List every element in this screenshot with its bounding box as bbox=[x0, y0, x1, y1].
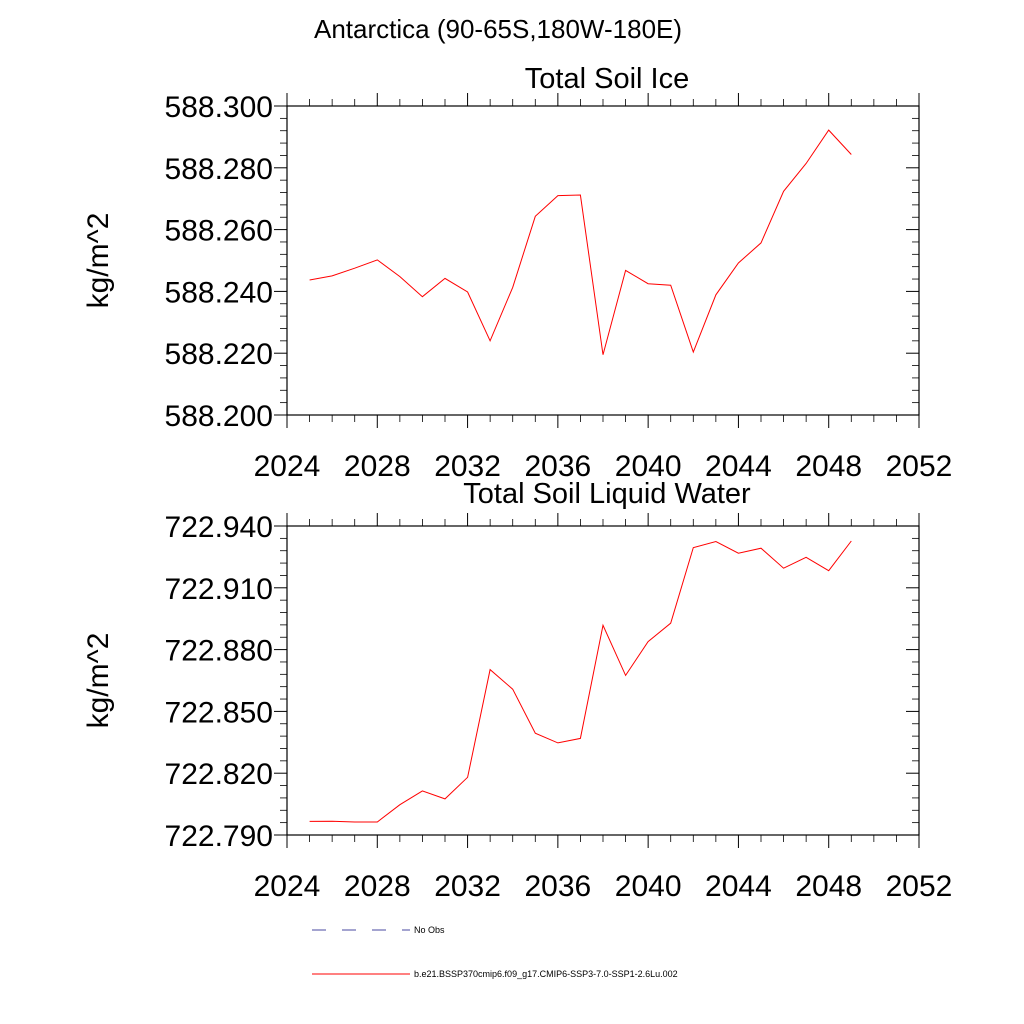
legend-label: b.e21.BSSP370cmip6.f09_g17.CMIP6-SSP3-7.… bbox=[414, 969, 678, 979]
chart-panel-soil-ice: Total Soil Ice kg/m^2 2024 2028 2032 2036 2040… bbox=[82, 63, 952, 483]
plot-frame bbox=[286, 525, 920, 836]
panel-title: Total Soil Liquid Water bbox=[463, 478, 751, 510]
x-tick-label: 2032 bbox=[434, 450, 501, 483]
y-tick-label: 722.910 bbox=[165, 573, 273, 606]
x-tick-label: 2044 bbox=[705, 870, 772, 903]
chart-panel-soil-liquid-water: Total Soil Liquid Water kg/m^2 2024 2028 203… bbox=[82, 478, 952, 903]
y-tick-label: 722.850 bbox=[165, 696, 273, 729]
legend: No Obs b.e21.BSSP370cmip6.f09_g17.CMIP6-S… bbox=[312, 925, 678, 979]
x-tick-label: 2032 bbox=[434, 870, 501, 903]
panel-title: Total Soil Ice bbox=[525, 63, 689, 95]
x-tick-label: 2036 bbox=[524, 450, 591, 483]
y-tick-label: 722.790 bbox=[165, 820, 273, 853]
series-line bbox=[309, 129, 852, 355]
x-tick-label: 2024 bbox=[254, 870, 321, 903]
x-tick-label: 2028 bbox=[344, 870, 411, 903]
y-tick-label: 588.300 bbox=[165, 91, 273, 124]
x-tick-label: 2052 bbox=[886, 870, 953, 903]
y-tick-label: 588.200 bbox=[165, 400, 273, 433]
y-axis-label: kg/m^2 bbox=[82, 633, 115, 729]
y-tick-label: 722.880 bbox=[165, 635, 273, 668]
x-tick-label: 2048 bbox=[795, 450, 862, 483]
y-tick-label: 588.240 bbox=[165, 276, 273, 309]
y-tick-label: 588.280 bbox=[165, 153, 273, 186]
y-tick-label: 722.940 bbox=[165, 511, 273, 544]
figure-title-text: Antarctica (90-65S,180W-180E) bbox=[314, 14, 683, 44]
legend-label: No Obs bbox=[414, 925, 445, 935]
x-tick-label: 2052 bbox=[886, 450, 953, 483]
plot-frame bbox=[286, 105, 920, 416]
y-axis-label: kg/m^2 bbox=[82, 213, 115, 309]
x-tick-label: 2040 bbox=[615, 870, 682, 903]
x-tick-label: 2044 bbox=[705, 450, 772, 483]
y-tick-label: 722.820 bbox=[165, 758, 273, 791]
x-tick-label: 2040 bbox=[615, 450, 682, 483]
y-tick-label: 588.220 bbox=[165, 338, 273, 371]
y-tick-label: 588.260 bbox=[165, 215, 273, 248]
series-line bbox=[309, 540, 852, 823]
x-tick-label: 2024 bbox=[254, 450, 321, 483]
x-tick-label: 2048 bbox=[795, 870, 862, 903]
x-tick-label: 2036 bbox=[524, 870, 591, 903]
x-tick-label: 2028 bbox=[344, 450, 411, 483]
